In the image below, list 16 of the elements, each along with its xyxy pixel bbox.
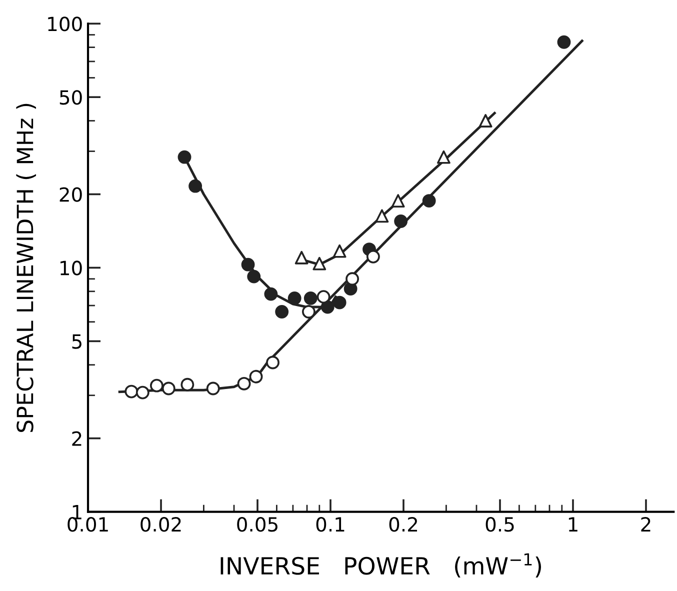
y-tick-label: 2 (72, 431, 82, 446)
y-tick-label: 5 (72, 334, 82, 349)
y-tick-label: 20 (60, 187, 82, 202)
x-tick-label: 2 (641, 517, 650, 532)
x-tick-label: 0.5 (486, 517, 514, 532)
y-axis-title: SPECTRAL LINEWIDTH ( MHz ) (16, 104, 36, 432)
x-tick-label: 0.01 (68, 517, 108, 532)
x-tick-label: 0.05 (237, 517, 278, 532)
y-tick-label: 50 (60, 90, 82, 105)
x-tick-label: 0.02 (140, 517, 181, 532)
x-tick-label: 0.1 (316, 517, 344, 532)
y-tick-label: 100 (48, 16, 82, 32)
x-tick-label: 0.2 (389, 517, 418, 532)
y-tick-label: 10 (60, 260, 82, 276)
x-axis-title: INVERSE POWER (mW$^{−1}$) (220, 553, 541, 578)
x-tick-label: 1 (568, 517, 578, 532)
